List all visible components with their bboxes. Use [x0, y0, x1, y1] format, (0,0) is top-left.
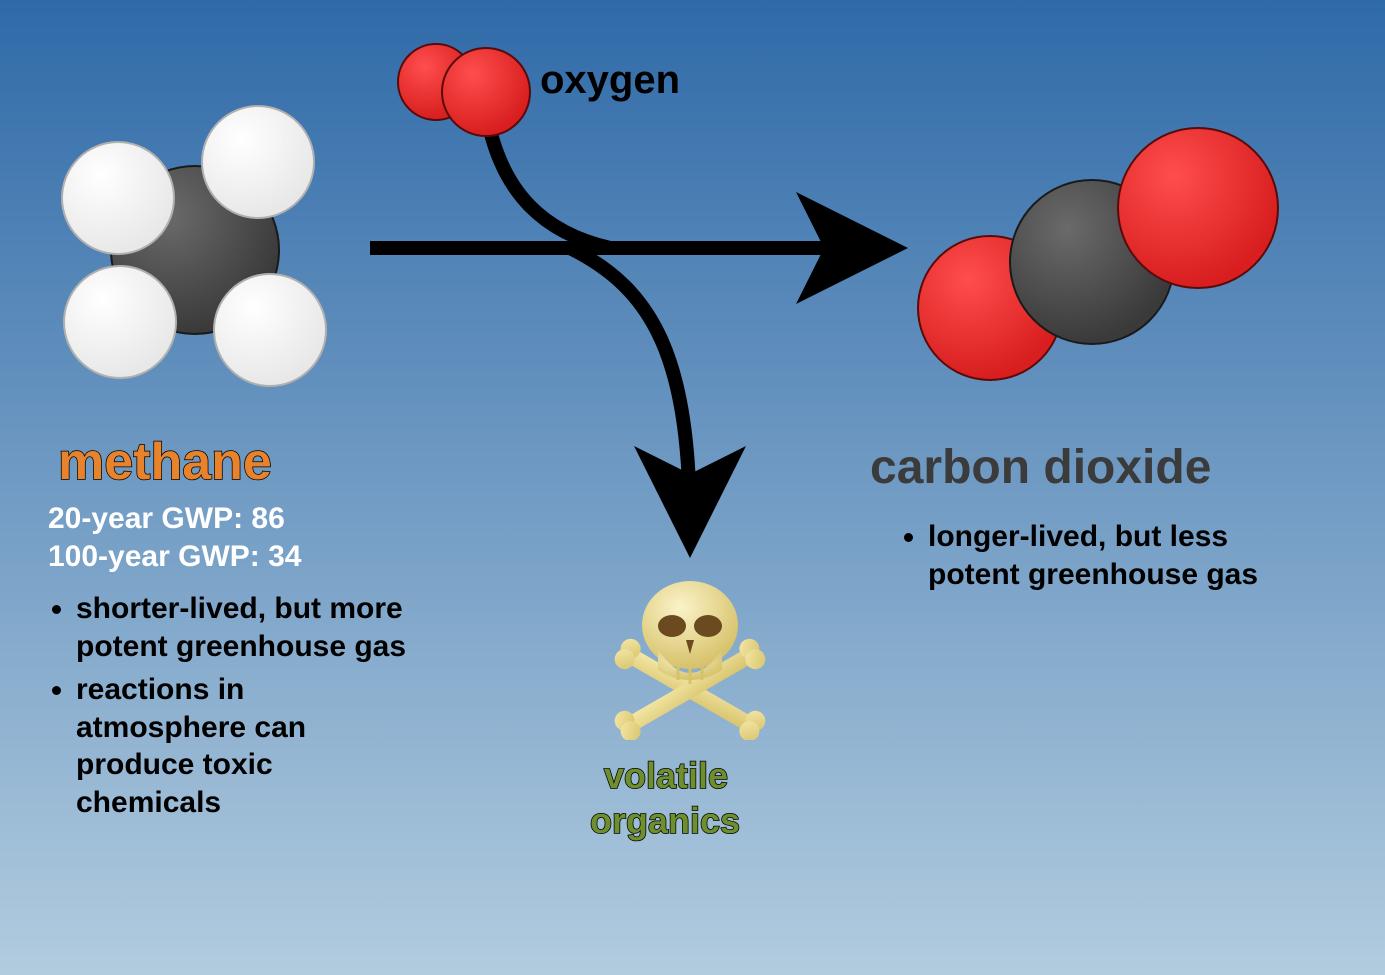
- gwp-line-2: 100-year GWP: 34: [48, 538, 301, 576]
- methane-label: methane: [58, 432, 272, 492]
- methane-molecule: [62, 106, 326, 386]
- carbon-dioxide-label: carbon dioxide: [870, 440, 1211, 495]
- gwp-line-1: 20-year GWP: 86: [48, 500, 301, 538]
- carbon-dioxide-molecule: [918, 128, 1278, 380]
- methane-bullets: shorter-lived, but more potent greenhous…: [48, 590, 418, 827]
- bullet-item: reactions in atmosphere can produce toxi…: [76, 671, 418, 821]
- oxygen-label: oxygen: [540, 58, 680, 103]
- volatile-organics-label-line1: volatile: [604, 755, 728, 797]
- bullet-item: longer-lived, but less potent greenhouse…: [928, 518, 1280, 593]
- bullet-item: shorter-lived, but more potent greenhous…: [76, 590, 418, 665]
- oxygen-molecule: [398, 44, 530, 136]
- skull-crossbones-icon: [600, 570, 780, 740]
- methane-gwp-text: 20-year GWP: 86 100-year GWP: 34: [48, 500, 301, 575]
- carbon-dioxide-bullets: longer-lived, but less potent greenhouse…: [900, 518, 1280, 599]
- volatile-organics-label-line2: organics: [590, 800, 740, 842]
